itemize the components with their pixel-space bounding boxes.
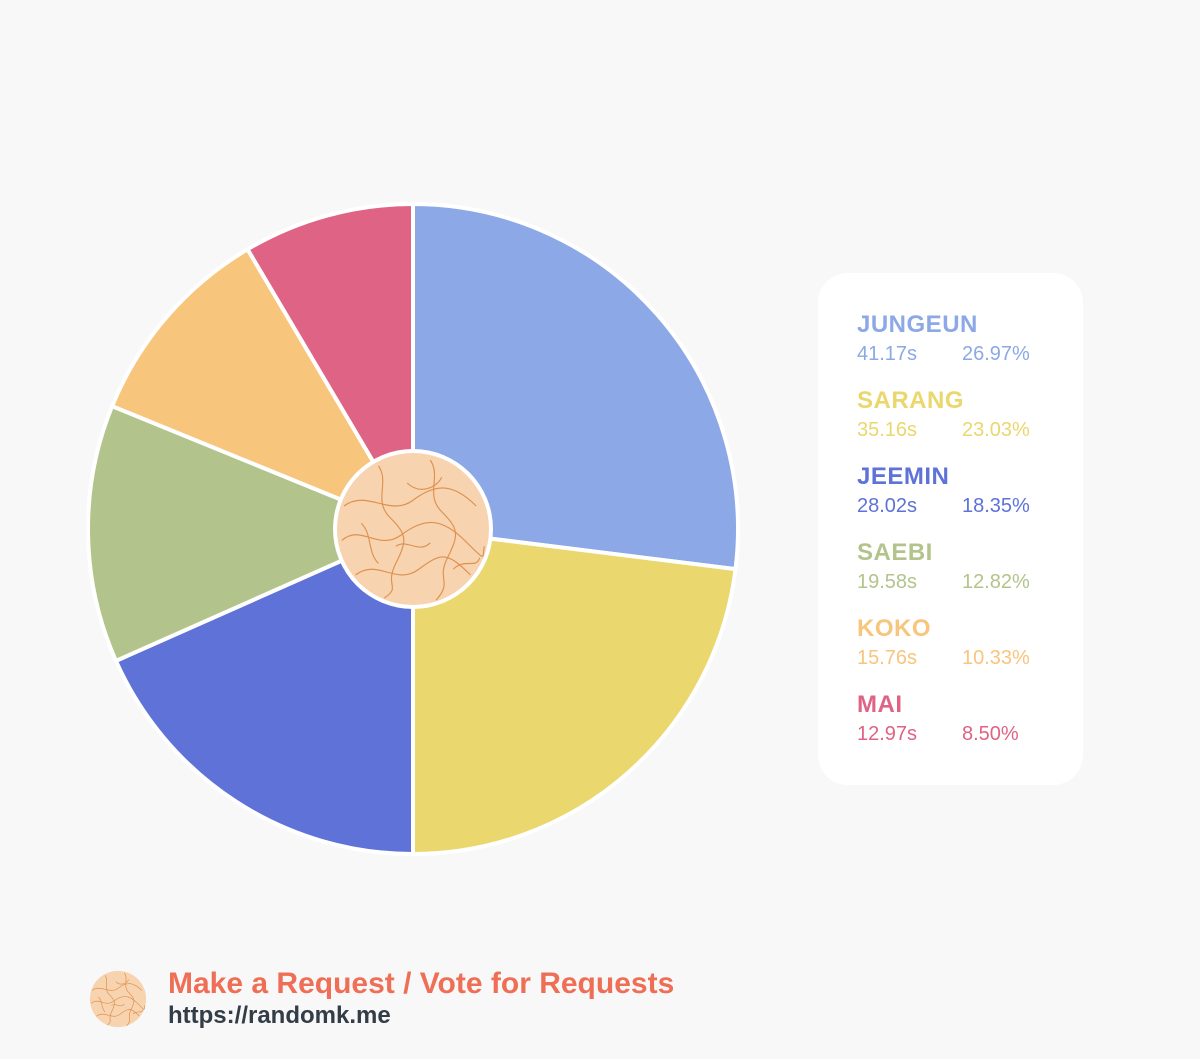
- pie-slice-saebi: [86, 404, 415, 663]
- legend-item-sarang: SARANG 35.16s 23.03%: [857, 387, 1067, 441]
- legend-percent: 12.82%: [962, 571, 1030, 593]
- legend-item-jeemin: JEEMIN 28.02s 18.35%: [857, 463, 1067, 517]
- legend-percent: 8.50%: [962, 723, 1019, 745]
- legend-label: KOKO: [857, 615, 931, 642]
- legend-time: 35.16s: [857, 419, 918, 441]
- legend: JUNGEUN 41.17s 26.97% SARANG 35.16s 23.0…: [818, 273, 1083, 785]
- contour-logo-icon: [89, 970, 147, 1028]
- legend-time: 41.17s: [857, 343, 918, 365]
- legend-percent: 10.33%: [962, 647, 1030, 669]
- legend-time: 12.97s: [857, 723, 918, 745]
- legend-item-mai: MAI 12.97s 8.50%: [857, 691, 1067, 745]
- legend-time: 28.02s: [857, 495, 918, 517]
- website-url-link[interactable]: https://randomk.me: [168, 1002, 391, 1029]
- legend-percent: 26.97%: [962, 343, 1030, 365]
- request-link[interactable]: Make a Request / Vote for Requests: [168, 967, 675, 1000]
- pie-slice-mai: [245, 202, 415, 531]
- pie-slice-jungeun: [411, 202, 740, 572]
- center-badge-fill: [337, 453, 489, 605]
- legend-label: MAI: [857, 691, 903, 718]
- legend-percent: 18.35%: [962, 495, 1030, 517]
- legend-label: JEEMIN: [857, 463, 950, 490]
- pie-slice-sarang: [411, 527, 738, 856]
- center-badge: [333, 449, 493, 609]
- legend-item-jungeun: JUNGEUN 41.17s 26.97%: [857, 311, 1067, 365]
- pie-slices: [86, 202, 740, 856]
- legend-item-koko: KOKO 15.76s 10.33%: [857, 615, 1067, 669]
- legend-label: JUNGEUN: [857, 311, 978, 338]
- legend-time: 15.76s: [857, 647, 918, 669]
- legend-percent: 23.03%: [962, 419, 1030, 441]
- pie-slice-jeemin: [113, 527, 415, 856]
- legend-label: SARANG: [857, 387, 965, 414]
- legend-label: SAEBI: [857, 539, 933, 566]
- legend-time: 19.58s: [857, 571, 918, 593]
- legend-item-saebi: SAEBI 19.58s 12.82%: [857, 539, 1067, 593]
- pie-slice-koko: [110, 247, 415, 531]
